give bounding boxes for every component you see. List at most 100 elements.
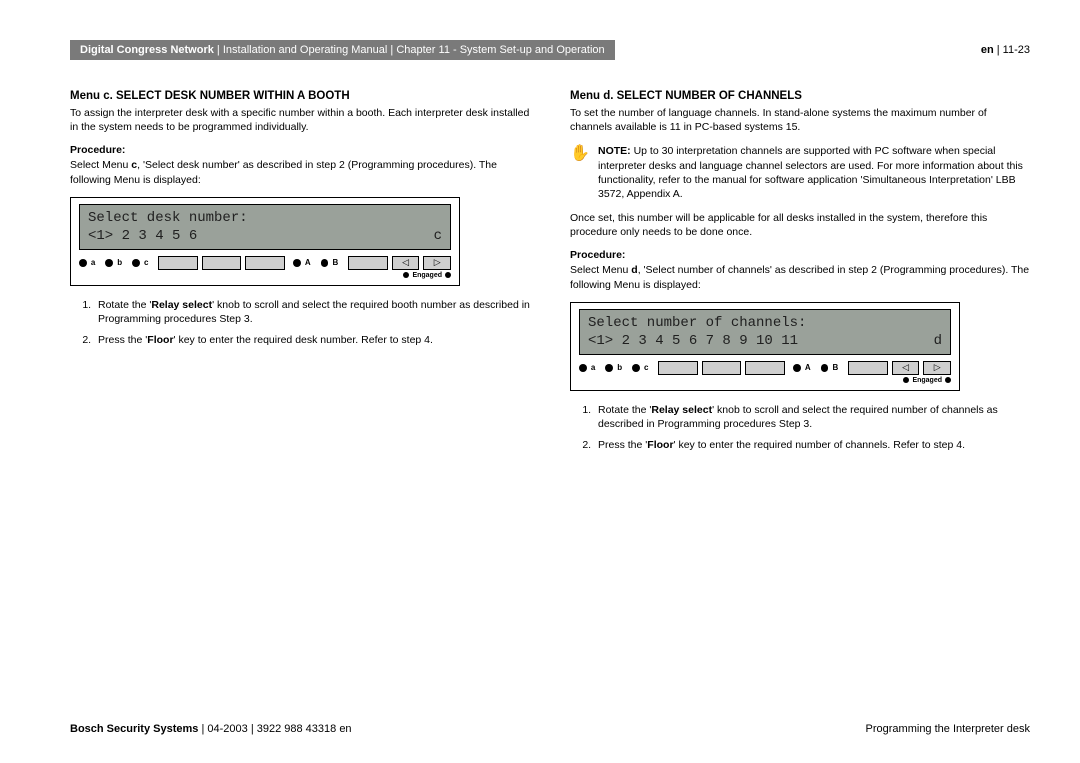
note-label: NOTE: (598, 145, 631, 157)
left-column: Menu c. SELECT DESK NUMBER WITHIN A BOOT… (70, 90, 530, 459)
knob-B-label: B (332, 258, 338, 267)
header-bar: Digital Congress Network | Installation … (70, 40, 615, 60)
step-post: ' key to enter the required number of ch… (674, 439, 966, 451)
soft-button (745, 361, 784, 375)
lcd-line2-right-l: <1> 2 3 4 5 6 7 8 9 10 11 (588, 332, 798, 350)
page-header: Digital Congress Network | Installation … (70, 40, 1030, 60)
arrow-right-icon: ▷ (423, 256, 451, 270)
footer-company: Bosch Security Systems (70, 723, 198, 735)
knob-B-label: B (832, 363, 838, 372)
footer-section: Programming the Interpreter desk (866, 723, 1030, 735)
header-manual: Installation and Operating Manual (223, 44, 388, 56)
knob-icon (105, 259, 113, 267)
panel-btnrow-right: a b c A B ◁ ▷ (579, 361, 951, 375)
left-proc-pre: Select Menu (70, 159, 131, 171)
left-proc-label: Procedure: (70, 144, 530, 156)
engaged-dot-icon (945, 377, 951, 383)
right-title: Menu d. SELECT NUMBER OF CHANNELS (570, 90, 1030, 102)
soft-button (702, 361, 741, 375)
right-proc-pre: Select Menu (570, 264, 631, 276)
page-lang: en (981, 44, 994, 56)
lcd-panel-right: Select number of channels: <1> 2 3 4 5 6… (570, 302, 960, 391)
knob-icon (79, 259, 87, 267)
arrow-right-icon: ▷ (923, 361, 951, 375)
right-intro: To set the number of language channels. … (570, 106, 1030, 134)
content-columns: Menu c. SELECT DESK NUMBER WITHIN A BOOT… (70, 90, 1030, 459)
knob-c-label: c (644, 363, 648, 372)
engaged-dot-icon (903, 377, 909, 383)
engaged-row-right: Engaged (579, 377, 951, 384)
header-chapter: Chapter 11 - System Set-up and Operation (396, 44, 604, 56)
left-intro: To assign the interpreter desk with a sp… (70, 106, 530, 134)
engaged-dot-icon (445, 272, 451, 278)
knob-A-label: A (805, 363, 811, 372)
left-step-1: Rotate the 'Relay select' knob to scroll… (94, 298, 530, 327)
page-number: en | 11-23 (961, 44, 1030, 56)
footer-date: 04-2003 (207, 723, 247, 735)
note-icon: ✋ (570, 144, 590, 201)
knob-icon (821, 364, 829, 372)
soft-button (658, 361, 697, 375)
knob-icon (321, 259, 329, 267)
knob-icon (293, 259, 301, 267)
header-product: Digital Congress Network (80, 44, 214, 56)
page-num: 11-23 (1003, 44, 1030, 56)
knob-icon (132, 259, 140, 267)
step-pre: Rotate the ' (98, 299, 151, 311)
knob-icon (632, 364, 640, 372)
right-column: Menu d. SELECT NUMBER OF CHANNELS To set… (570, 90, 1030, 459)
step-bold: Floor (647, 439, 673, 451)
knob-a-label: a (591, 363, 595, 372)
soft-button (348, 256, 387, 270)
lcd-line2-left-l: <1> 2 3 4 5 6 (88, 227, 197, 245)
lcd-line2-right-r: d (934, 332, 942, 350)
step-pre: Press the ' (98, 334, 147, 346)
knob-a-label: a (91, 258, 95, 267)
note-block: ✋ NOTE: Up to 30 interpretation channels… (570, 144, 1030, 201)
knob-icon (579, 364, 587, 372)
lcd-line2-right: <1> 2 3 4 5 6 7 8 9 10 11 d (588, 332, 942, 350)
soft-button (848, 361, 887, 375)
note-body: Up to 30 interpretation channels are sup… (598, 145, 1023, 200)
step-bold: Relay select (151, 299, 212, 311)
knob-c-label: c (144, 258, 148, 267)
lcd-screen-right: Select number of channels: <1> 2 3 4 5 6… (579, 309, 951, 355)
left-title: Menu c. SELECT DESK NUMBER WITHIN A BOOT… (70, 90, 530, 102)
step-bold: Relay select (651, 404, 712, 416)
knob-icon (605, 364, 613, 372)
right-proc-post: , 'Select number of channels' as describ… (570, 264, 1029, 290)
engaged-label: Engaged (412, 272, 442, 279)
soft-button (202, 256, 241, 270)
engaged-label: Engaged (912, 377, 942, 384)
lcd-line2-left: <1> 2 3 4 5 6 c (88, 227, 442, 245)
right-steps: Rotate the 'Relay select' knob to scroll… (570, 403, 1030, 453)
step-bold: Floor (147, 334, 173, 346)
lcd-line1-right: Select number of channels: (588, 314, 942, 332)
lcd-line2-left-r: c (434, 227, 442, 245)
note-text: NOTE: Up to 30 interpretation channels a… (598, 144, 1030, 201)
step-pre: Press the ' (598, 439, 647, 451)
engaged-row-left: Engaged (79, 272, 451, 279)
step-pre: Rotate the ' (598, 404, 651, 416)
page-footer: Bosch Security Systems | 04-2003 | 3922 … (70, 723, 1030, 735)
right-proc-label: Procedure: (570, 249, 1030, 261)
footer-left: Bosch Security Systems | 04-2003 | 3922 … (70, 723, 352, 735)
lcd-line1-left: Select desk number: (88, 209, 442, 227)
step-post: ' key to enter the required desk number.… (174, 334, 433, 346)
right-para2: Once set, this number will be applicable… (570, 211, 1030, 239)
engaged-dot-icon (403, 272, 409, 278)
arrow-left-icon: ◁ (392, 256, 420, 270)
left-proc-intro: Select Menu c, 'Select desk number' as d… (70, 158, 530, 186)
soft-button (158, 256, 197, 270)
soft-button (245, 256, 284, 270)
knob-b-label: b (617, 363, 622, 372)
knob-b-label: b (117, 258, 122, 267)
right-step-1: Rotate the 'Relay select' knob to scroll… (594, 403, 1030, 432)
footer-docnum: 3922 988 43318 en (257, 723, 352, 735)
right-step-2: Press the 'Floor' key to enter the requi… (594, 438, 1030, 453)
arrow-left-icon: ◁ (892, 361, 920, 375)
knob-icon (793, 364, 801, 372)
left-steps: Rotate the 'Relay select' knob to scroll… (70, 298, 530, 348)
lcd-panel-left: Select desk number: <1> 2 3 4 5 6 c a b … (70, 197, 460, 286)
right-proc-intro: Select Menu d, 'Select number of channel… (570, 263, 1030, 291)
